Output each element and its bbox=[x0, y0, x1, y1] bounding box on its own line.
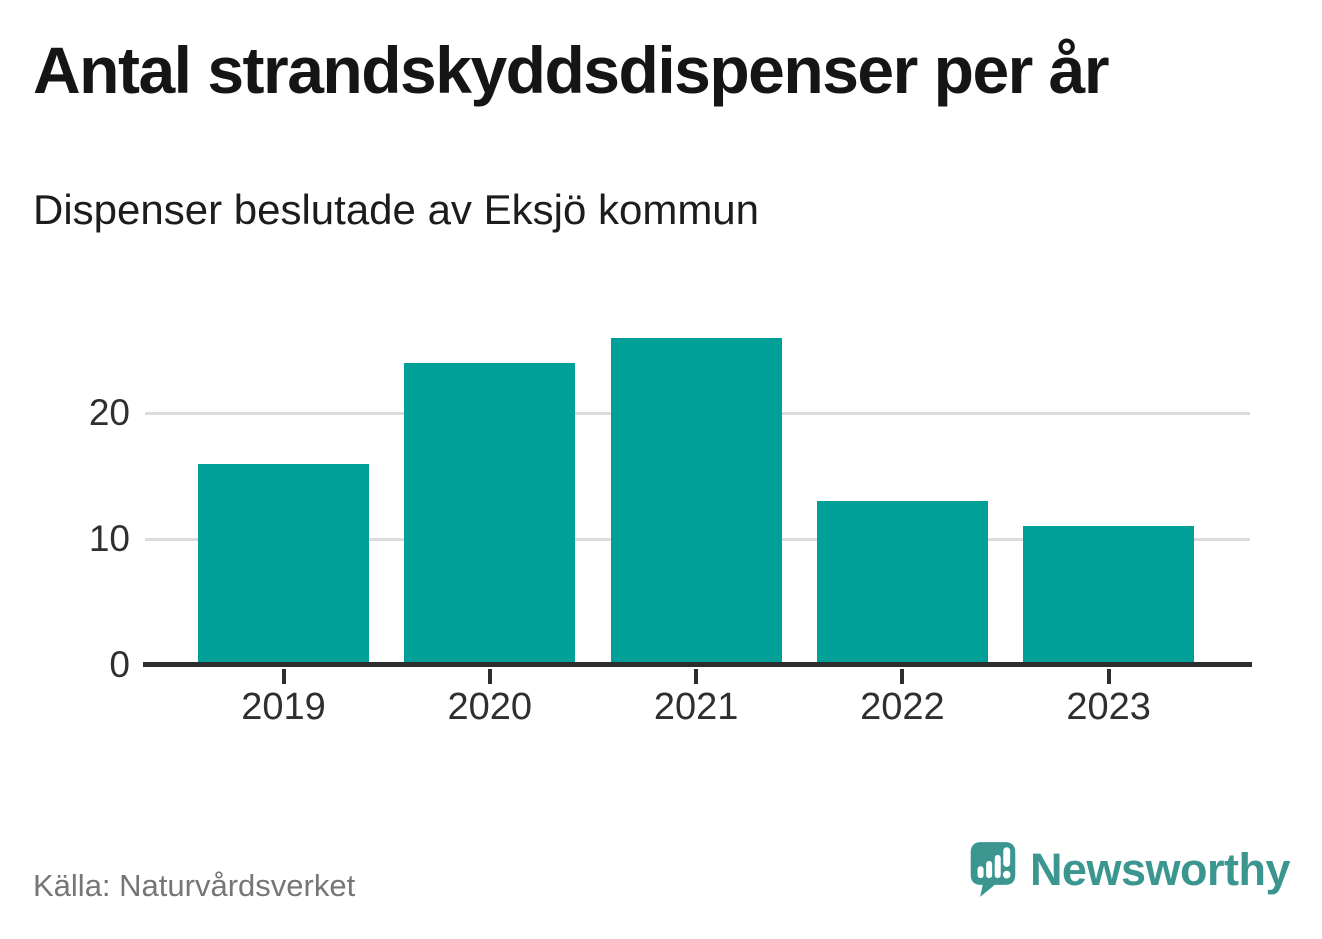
x-axis-label-2023: 2023 bbox=[1066, 686, 1151, 728]
bar-2020 bbox=[404, 362, 576, 665]
chart-title: Antal strandskyddsdispenser per år bbox=[33, 33, 1110, 107]
source-note: Källa: Naturvårdsverket bbox=[33, 868, 356, 903]
brand-name: Newsworthy bbox=[1029, 843, 1291, 895]
x-axis-label-2021: 2021 bbox=[653, 686, 739, 728]
x-axis-tick-2019 bbox=[281, 669, 286, 684]
x-axis-tick-2020 bbox=[487, 669, 492, 684]
x-axis-label-2020: 2020 bbox=[447, 686, 533, 728]
x-axis-tick-2023 bbox=[1106, 669, 1111, 684]
y-axis-label-0: 0 bbox=[109, 644, 130, 685]
bar-2022 bbox=[816, 501, 988, 665]
plot-area: 0 10 20 2019 2020 2021 2022 2023 bbox=[89, 330, 1252, 728]
y-axis-label-10: 10 bbox=[88, 518, 130, 560]
y-axis-label-20: 20 bbox=[88, 392, 130, 434]
chart-subtitle: Dispenser beslutade av Eksjö kommun bbox=[33, 186, 760, 233]
x-axis-tick-2021 bbox=[694, 669, 699, 684]
x-axis-tick-2022 bbox=[900, 669, 905, 684]
x-axis-label-2022: 2022 bbox=[860, 686, 945, 728]
x-axis-line bbox=[143, 662, 1252, 667]
newsworthy-logo-icon bbox=[969, 840, 1017, 899]
brand-lockup: Newsworthy bbox=[969, 840, 1291, 899]
x-axis-label-2019: 2019 bbox=[241, 686, 326, 728]
bar-2019 bbox=[198, 463, 369, 665]
bar-2023 bbox=[1023, 526, 1195, 665]
bar-2021 bbox=[610, 337, 782, 665]
